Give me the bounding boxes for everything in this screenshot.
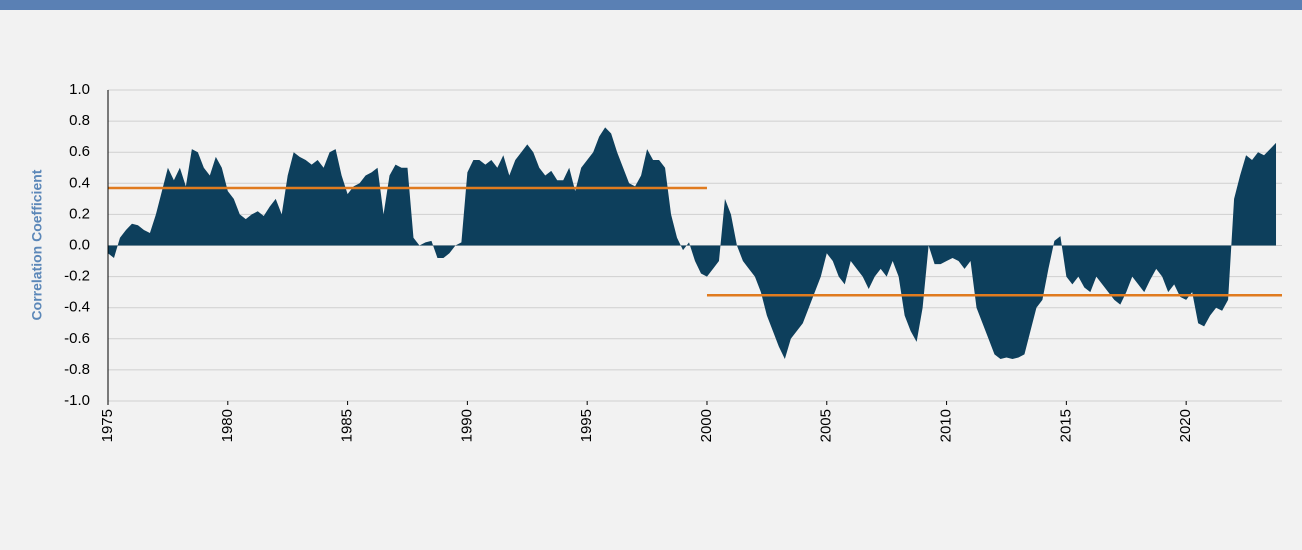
y-tick-label: 0.0 bbox=[69, 236, 90, 253]
y-tick-label: 0.4 bbox=[69, 174, 90, 191]
y-tick-label: 0.8 bbox=[69, 112, 90, 129]
y-tick-label: 1.0 bbox=[69, 81, 90, 98]
x-tick-label: 1990 bbox=[458, 409, 475, 442]
y-axis-label: Correlation Coefficient bbox=[29, 169, 45, 320]
x-tick-label: 2020 bbox=[1177, 409, 1194, 442]
top-bar bbox=[0, 0, 1302, 10]
y-tick-label: -0.6 bbox=[64, 330, 90, 347]
x-tick-label: 2015 bbox=[1057, 409, 1074, 442]
y-tick-label: 0.2 bbox=[69, 205, 90, 222]
x-tick-label: 2000 bbox=[698, 409, 715, 442]
y-tick-label: -0.4 bbox=[64, 299, 90, 316]
area bbox=[108, 127, 1277, 360]
x-tick-label: 1995 bbox=[578, 409, 595, 442]
x-tick-label: 2010 bbox=[938, 409, 955, 442]
y-tick-label: -1.0 bbox=[64, 392, 90, 409]
x-tick-label: 1980 bbox=[219, 409, 236, 442]
x-tick-label: 2005 bbox=[818, 409, 835, 442]
x-tick-label: 1985 bbox=[339, 409, 356, 442]
y-tick-label: 0.6 bbox=[69, 143, 90, 160]
x-tick-label: 1975 bbox=[99, 409, 116, 442]
y-tick-label: -0.2 bbox=[64, 268, 90, 285]
y-tick-label: -0.8 bbox=[64, 361, 90, 378]
